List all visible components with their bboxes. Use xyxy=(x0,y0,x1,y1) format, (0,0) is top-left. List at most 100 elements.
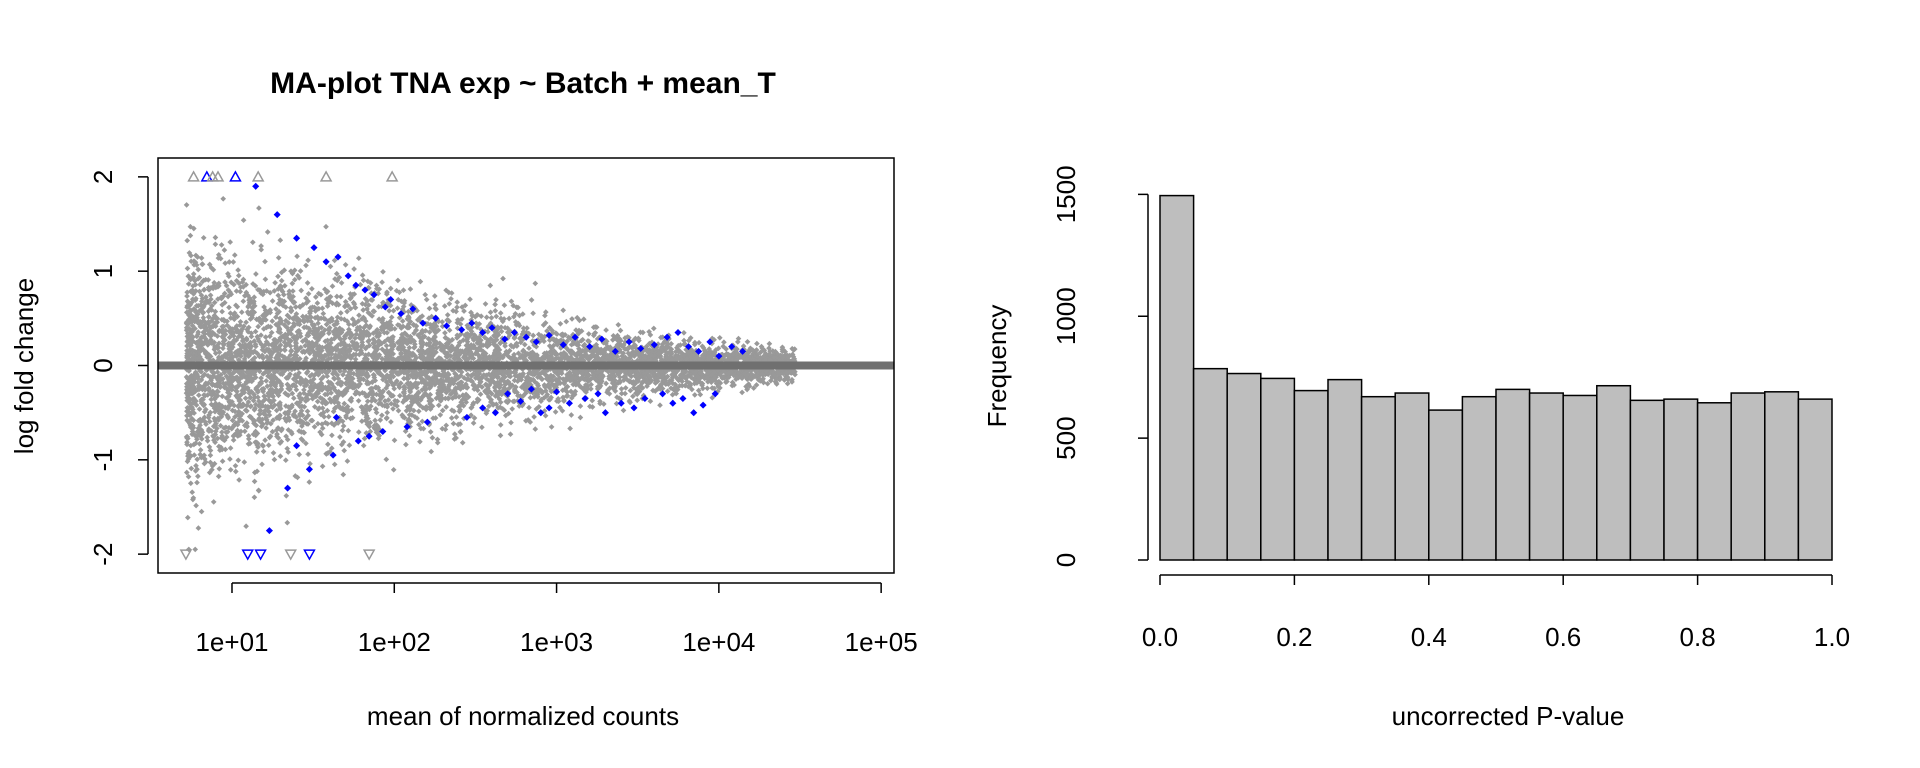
ma-point xyxy=(337,310,344,316)
ma-point xyxy=(271,369,278,376)
ma-point xyxy=(378,326,385,333)
ma-point xyxy=(216,465,223,472)
ma-point xyxy=(750,385,757,391)
ma-point xyxy=(506,315,512,322)
ma-point xyxy=(358,404,365,410)
ma-point xyxy=(226,259,233,265)
ma-point xyxy=(339,418,346,425)
ma-point xyxy=(210,330,216,336)
ma-point xyxy=(423,296,430,303)
ma-point xyxy=(283,317,289,324)
ma-point xyxy=(627,387,634,394)
ma-point xyxy=(331,461,338,468)
ma-point xyxy=(527,394,534,401)
ma-point xyxy=(334,314,341,321)
ma-point xyxy=(390,405,396,412)
ma-point xyxy=(289,280,296,287)
ma-point xyxy=(275,273,281,280)
ma-point xyxy=(405,375,412,382)
ma-point xyxy=(291,276,298,283)
ma-point xyxy=(235,272,242,279)
ma-point xyxy=(207,459,214,466)
ma-point xyxy=(278,438,285,445)
ma-point xyxy=(257,411,263,417)
ma-point xyxy=(252,343,259,350)
ma-point xyxy=(401,375,407,382)
ma-point xyxy=(304,368,311,375)
ma-point xyxy=(767,377,774,384)
ma-point xyxy=(355,429,362,435)
ma-point xyxy=(255,487,262,494)
ma-point xyxy=(281,282,288,289)
ma-point xyxy=(353,331,360,337)
ma-point xyxy=(219,308,225,315)
ma-point xyxy=(190,495,197,501)
ma-point xyxy=(233,277,240,284)
ma-point xyxy=(258,246,265,253)
ma-point xyxy=(197,447,204,453)
ma-point xyxy=(568,388,574,395)
ma-point xyxy=(569,316,575,322)
ma-point xyxy=(258,375,264,381)
ma-point xyxy=(471,386,478,392)
ma-point xyxy=(258,320,265,327)
ma-point xyxy=(256,315,263,322)
ma-point xyxy=(199,261,206,268)
ma-point xyxy=(454,304,460,311)
ma-point xyxy=(283,492,290,499)
ma-point xyxy=(508,298,515,305)
ma-point xyxy=(347,329,353,336)
ma-point xyxy=(269,318,276,324)
ma-point xyxy=(327,263,334,270)
ma-point xyxy=(211,460,218,467)
ma-point xyxy=(205,277,212,283)
ma-point xyxy=(324,288,331,295)
ma-point xyxy=(379,279,385,286)
ma-point xyxy=(467,296,473,303)
ma-point xyxy=(483,376,490,382)
ma-point xyxy=(267,324,274,330)
ma-point xyxy=(388,419,394,425)
ma-point xyxy=(487,282,494,289)
ma-point xyxy=(340,423,347,429)
ma-point xyxy=(384,409,391,416)
ma-point xyxy=(697,391,704,398)
ma-point xyxy=(443,422,450,429)
ma-point xyxy=(298,287,305,294)
ma-point xyxy=(531,414,537,420)
ma-point xyxy=(315,320,321,327)
ma-point xyxy=(348,407,355,413)
ma-point xyxy=(221,299,228,306)
ma-point xyxy=(542,412,549,419)
ma-point xyxy=(449,407,455,414)
ma-point xyxy=(194,479,200,486)
ma-point xyxy=(324,407,331,414)
ma-point xyxy=(195,473,201,480)
ma-point xyxy=(337,434,343,440)
ma-point xyxy=(589,397,596,404)
ma-point xyxy=(413,355,420,361)
ma-point xyxy=(278,277,285,284)
ma-point xyxy=(379,412,385,419)
ma-point xyxy=(370,308,377,315)
ma-point xyxy=(512,310,519,317)
ma-point xyxy=(307,460,313,467)
ma-point xyxy=(189,489,196,496)
ma-point xyxy=(183,469,190,476)
ma-point xyxy=(435,402,442,409)
ma-point xyxy=(258,290,264,296)
ma-point xyxy=(227,445,234,451)
ma-point xyxy=(232,468,239,475)
ma-point xyxy=(450,420,457,427)
ma-point xyxy=(306,479,313,485)
ma-point xyxy=(314,398,321,405)
ma-point xyxy=(492,301,498,308)
ma-point xyxy=(254,430,261,437)
ma-point xyxy=(221,318,228,324)
ma-point xyxy=(319,396,326,402)
ma-point xyxy=(305,298,311,305)
ma-point xyxy=(251,478,258,485)
ma-point xyxy=(338,280,345,286)
ma-point xyxy=(304,280,311,286)
ma-point xyxy=(201,408,208,415)
